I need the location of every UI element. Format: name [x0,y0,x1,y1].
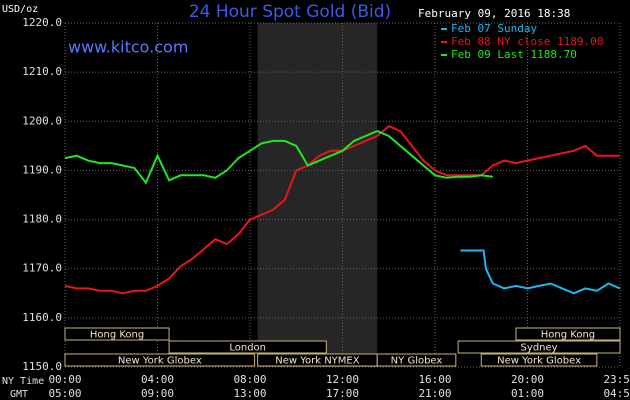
session-label: New York Globex [118,356,202,367]
session-bar [480,353,598,367]
x2-tick-label: 05:00 [48,387,81,400]
x-tick-label: 08:00 [233,373,266,386]
session-shade [257,23,378,367]
x2-tick-label: 21:00 [418,387,451,400]
y-axis-label: USD/oz [2,4,38,15]
x2-tick-label: 01:00 [511,387,544,400]
legend-label: Feb 08 NY close 1189.00 [451,35,603,48]
x2-tick-label: 04:59 [603,387,630,400]
y-tick-label: 1180.0 [22,213,62,226]
x-tick-label: 12:00 [326,373,359,386]
y-tick-label: 1150.0 [22,360,62,373]
series-line [460,249,621,295]
y-tick-label: 1200.0 [22,114,62,127]
session-label: NY Globex [391,356,443,367]
session-label: Hong Kong [90,330,144,341]
y-tick-label: 1160.0 [22,311,62,324]
session-bar [376,353,457,367]
source: www.kitco.com [68,38,188,57]
session-label: New York Globex [497,356,581,367]
session-bar [515,327,621,341]
chart-title: 24 Hour Spot Gold (Bid) [189,2,391,22]
y-tick-label: 1170.0 [22,262,62,275]
session-label: London [229,343,266,354]
legend-label: Feb 09 Last 1188.70 [451,48,577,61]
x2-tick-label: 17:00 [326,387,359,400]
x-tick-label: 04:00 [141,373,174,386]
timestamp: February 09, 2016 18:38 [418,7,570,20]
legend-label: Feb 07 Sunday [451,22,537,35]
x-tick-label: 00:00 [48,373,81,386]
y-tick-label: 1210.0 [22,65,62,78]
x-tick-label: 23:59 [603,373,630,386]
session-bar [457,340,621,354]
x-axis-label: NY Time [2,376,44,387]
x2-tick-label: 13:00 [233,387,266,400]
x2-tick-label: 09:00 [141,387,174,400]
x-tick-label: 16:00 [418,373,451,386]
session-bar [64,327,170,341]
plot [64,22,621,368]
session-label: Hong Kong [541,330,595,341]
session-label: New York NYMEX [275,356,360,367]
series-line [64,130,493,185]
x-tick-label: 20:00 [511,373,544,386]
x2-axis-label: GMT [10,389,28,400]
session-bar [64,353,256,367]
y-tick-label: 1220.0 [22,16,62,29]
session-bar [168,340,327,354]
y-tick-label: 1190.0 [22,163,62,176]
session-label: Sydney [521,343,558,354]
